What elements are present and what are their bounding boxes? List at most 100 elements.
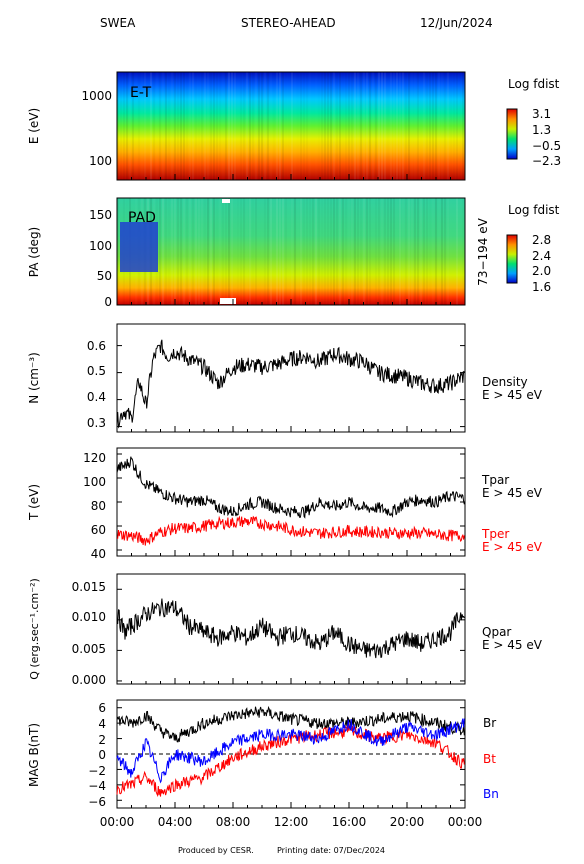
spectrogram-column <box>456 72 458 180</box>
spectrogram-column <box>243 72 245 180</box>
tick-label-0: 0 <box>104 295 112 309</box>
spectrogram-column <box>459 72 461 180</box>
spectrogram-column <box>408 72 410 180</box>
tick-label-150: 150 <box>89 208 112 222</box>
spectrogram-column <box>282 72 284 180</box>
spectrogram-column <box>327 198 329 305</box>
tick-label-0.000: 0.000 <box>72 673 106 687</box>
spectrogram-column <box>174 198 176 305</box>
tpar-energy: E > 45 eV <box>482 486 543 500</box>
tick-label-60: 60 <box>91 523 106 537</box>
spectrogram-column <box>348 72 350 180</box>
spectrogram-column <box>312 198 314 305</box>
tick-label-0.5: 0.5 <box>87 364 106 378</box>
spectrogram-column <box>435 72 437 180</box>
spectrogram-column <box>306 198 308 305</box>
spectrogram-column <box>372 198 374 305</box>
spectrogram-column <box>441 72 443 180</box>
spectrogram-column <box>183 198 185 305</box>
spectrogram-column <box>210 198 212 305</box>
spectrogram-column <box>390 198 392 305</box>
spectrogram-column <box>189 72 191 180</box>
series-line-main <box>116 598 465 659</box>
spectrogram-column <box>249 72 251 180</box>
panel-magnetic-field: 6 4 2 0 −2 −4 −6 MAG B(nT) Br Bt Bn 00:0… <box>27 699 499 829</box>
spectrogram-column <box>288 72 290 180</box>
spectrogram-column <box>321 72 323 180</box>
colorbar-1-tick-3: −2.3 <box>532 154 561 168</box>
spectrogram-column <box>276 198 278 305</box>
tick-label-0.015: 0.015 <box>72 580 106 594</box>
tick-label-0b: 0 <box>98 748 106 762</box>
energy-time-spectrogram <box>117 72 465 180</box>
spectrogram-column <box>222 72 224 180</box>
spectrogram-column <box>432 198 434 305</box>
spectrogram-column <box>423 72 425 180</box>
spectrogram-column <box>339 72 341 180</box>
spectrogram-column <box>444 198 446 305</box>
spectrogram-column <box>372 72 374 180</box>
header-date: 12/Jun/2024 <box>420 16 493 30</box>
spectrogram-column <box>264 198 266 305</box>
tper-label: Tper <box>481 527 509 541</box>
spectrogram-column <box>375 72 377 180</box>
spectrogram-column <box>201 72 203 180</box>
spectrogram-column <box>162 198 164 305</box>
spectrogram-column <box>306 72 308 180</box>
spectrogram-column <box>336 198 338 305</box>
spectrogram-column <box>132 72 134 180</box>
tick-label-m2: −2 <box>88 764 106 778</box>
spectrogram-column <box>435 198 437 305</box>
spectrogram-column <box>246 72 248 180</box>
spectrogram-column <box>450 72 452 180</box>
spectrogram-column <box>261 198 263 305</box>
spectrogram-column <box>297 72 299 180</box>
spectrogram-column <box>183 72 185 180</box>
xtick-0000: 00:00 <box>100 815 135 829</box>
spectrogram-column <box>285 72 287 180</box>
tick-label-100t: 100 <box>83 475 106 489</box>
spectrogram-column <box>204 72 206 180</box>
spectrogram-column <box>195 72 197 180</box>
pad-low-flux-region <box>120 222 158 272</box>
spectrogram-column <box>117 72 119 180</box>
spectrogram-column <box>348 198 350 305</box>
panel-temperature: 120 100 80 60 40 T (eV) Tpar E > 45 eV T… <box>27 447 543 561</box>
tick-label-0.6: 0.6 <box>87 339 106 353</box>
spectrogram-column <box>411 72 413 180</box>
spectrogram-column <box>186 72 188 180</box>
spectrogram-column <box>234 198 236 305</box>
spectrogram-column <box>447 198 449 305</box>
spectrogram-column <box>165 72 167 180</box>
colorbar-2-tick-1: 2.4 <box>532 249 551 263</box>
spectrogram-column <box>360 72 362 180</box>
spectrogram-column <box>387 72 389 180</box>
pad-spectrogram <box>117 198 465 305</box>
spectrogram-column <box>366 72 368 180</box>
spectrogram-column <box>234 72 236 180</box>
spectrogram-column <box>309 198 311 305</box>
spectrogram-column <box>357 72 359 180</box>
spectrogram-column <box>402 198 404 305</box>
spectrogram-column <box>303 72 305 180</box>
spectrogram-column <box>384 198 386 305</box>
tick-label-50: 50 <box>97 269 112 283</box>
spectrogram-column <box>408 198 410 305</box>
pad-data-gap <box>220 298 236 304</box>
spectrogram-column <box>396 72 398 180</box>
bn-label: Bn <box>483 787 499 801</box>
panel-heat-flux: 0.015 0.010 0.005 0.000 Q (erg.sec⁻¹.cm⁻… <box>28 573 543 687</box>
spectrogram-column <box>432 72 434 180</box>
spectrogram-column <box>255 72 257 180</box>
ylabel-heat-flux: Q (erg.sec⁻¹.cm⁻²) <box>28 578 41 680</box>
qpar-label: Qpar <box>482 625 511 639</box>
spectrogram-column <box>198 72 200 180</box>
spectrogram-column <box>177 72 179 180</box>
spectrogram-column <box>219 72 221 180</box>
spectrogram-column <box>405 198 407 305</box>
spectrogram-column <box>270 72 272 180</box>
tick-label-100b: 100 <box>89 239 112 253</box>
spectrogram-column <box>438 72 440 180</box>
density-energy: E > 45 eV <box>482 388 543 402</box>
spectrogram-column <box>120 72 122 180</box>
